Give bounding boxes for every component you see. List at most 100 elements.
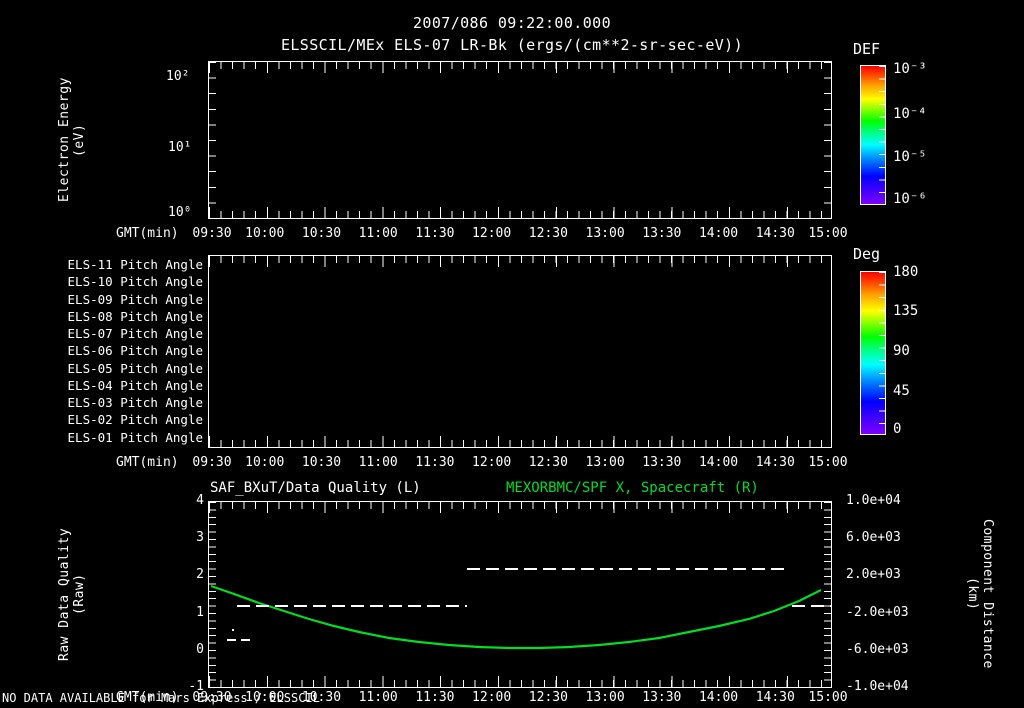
status-message: NO DATA AVAILABLE for Mars Express / ELS… xyxy=(2,691,320,705)
x-tick-label: 14:00 xyxy=(698,455,739,470)
panel3-left-tick: 0 xyxy=(196,641,204,657)
x-tick-label: 10:30 xyxy=(301,226,342,241)
x-tick-label: 11:00 xyxy=(358,455,398,470)
panel1-yticks-right xyxy=(824,62,831,218)
panel3-right-tick: 1.0e+04 xyxy=(846,493,901,508)
x-tick-label: 10:00 xyxy=(245,226,285,241)
x-tick-label: 15:00 xyxy=(808,690,848,705)
x-tick-label: 09:30 xyxy=(192,226,232,241)
x-tick-label: 12:30 xyxy=(528,226,568,241)
x-tick-label: 09:30 xyxy=(192,690,232,705)
panel3-right-tick: 2.0e+03 xyxy=(846,567,901,583)
x-tick-label: 12:30 xyxy=(528,690,568,705)
pitch-angle-row-label: ELS-10 Pitch Angle xyxy=(67,274,203,290)
panel3-data-traces xyxy=(210,568,831,650)
plot-dataset-title: ELSSCIL/MEx ELS-07 LR-Bk (ergs/(cm**2-sr… xyxy=(280,36,744,54)
x-tick-label: 10:30 xyxy=(301,690,342,705)
colorbar-deg-title: Deg xyxy=(853,245,881,263)
pitch-angle-row-label: ELS-03 Pitch Angle xyxy=(67,395,203,411)
x-tick-label: 13:30 xyxy=(642,455,682,470)
plot-timestamp-title: 2007/086 09:22:00.000 xyxy=(412,14,612,32)
panel3-left-tick: 3 xyxy=(196,530,204,546)
colorbar-deg-label-45: 45 xyxy=(893,383,910,399)
panel1-y-axis-title: Electron Energy (eV) xyxy=(57,77,87,203)
panel3-right-tick: -1.0e+04 xyxy=(846,679,909,694)
panel3-right-tick-labels: 1.0e+04 6.0e+03 2.0e+03 -2.0e+03 -6.0e+03 -1.… xyxy=(840,493,950,695)
x-tick-label: 11:00 xyxy=(358,226,398,241)
colorbar-def-title: DEF xyxy=(853,40,881,58)
panel3-left-tick: 1 xyxy=(196,604,204,620)
x-tick-label: 12:00 xyxy=(472,690,512,705)
panel1-ytick-1: 10⁰ xyxy=(168,205,192,220)
pitch-angle-row-label: ELS-01 Pitch Angle xyxy=(67,429,203,445)
x-tick-label: 15:00 xyxy=(808,455,848,470)
panel3-yticks-left xyxy=(209,502,216,687)
colorbar-def[interactable] xyxy=(860,65,886,205)
panel3-left-tick: 4 xyxy=(196,493,204,508)
panel3-xticks-major-top xyxy=(209,502,831,513)
x-tick-label: 13:30 xyxy=(642,226,682,241)
panel2-x-axis-label: GMT(min) xyxy=(116,455,179,470)
panel3-x-tick-labels: 09:30 10:00 10:30 11:00 11:30 12:00 12:30 13:00… xyxy=(192,690,847,706)
panel3-x-axis-label: GMT(min) xyxy=(116,690,179,705)
panel3-left-tick: 2 xyxy=(196,567,204,583)
x-tick-label: 14:30 xyxy=(755,226,795,241)
pitch-angle-row-label: ELS-05 Pitch Angle xyxy=(67,360,203,376)
x-tick-label: 11:00 xyxy=(358,690,398,705)
spacecraft-x-distance-curve xyxy=(210,584,822,650)
panel3-title-right: MEXORBMC/SPF X, Spacecraft (R) xyxy=(506,480,759,496)
x-tick-label: 13:00 xyxy=(585,690,625,705)
colorbar-deg-ticks xyxy=(879,272,885,434)
panel3-right-tick: -2.0e+03 xyxy=(846,604,909,620)
panel-pitch-angle-plot[interactable] xyxy=(208,255,832,448)
colorbar-def-label-4: 10⁻⁶ xyxy=(893,191,927,207)
pitch-angle-row-label: ELS-11 Pitch Angle xyxy=(67,257,203,272)
panel-electron-energy-plot[interactable] xyxy=(208,61,832,219)
pitch-angle-row-label: ELS-04 Pitch Angle xyxy=(67,377,203,393)
x-tick-label: 12:30 xyxy=(528,455,568,470)
panel2-xticks-major-bottom xyxy=(209,436,831,447)
x-tick-label: 14:30 xyxy=(755,455,795,470)
panel1-yticks-left xyxy=(209,62,216,218)
x-tick-label: 09:30 xyxy=(192,455,232,470)
panel2-x-tick-labels: 09:30 10:00 10:30 11:00 11:30 12:00 12:30 13:00… xyxy=(192,455,847,471)
panel3-yticks-right xyxy=(824,502,831,687)
pitch-angle-row-label: ELS-06 Pitch Angle xyxy=(67,343,203,359)
x-tick-label: 12:00 xyxy=(472,226,512,241)
panel3-left-axis-title: Raw Data Quality (Raw) xyxy=(57,527,87,661)
panel3-left-tick-labels: 4 3 2 1 0 -1 xyxy=(170,493,204,695)
x-tick-label: 10:30 xyxy=(301,455,342,470)
x-tick-label: 13:30 xyxy=(642,690,682,705)
panel-data-quality-plot[interactable] xyxy=(208,501,832,688)
colorbar-def-label-3: 10⁻⁵ xyxy=(893,149,927,165)
colorbar-deg[interactable] xyxy=(860,271,886,435)
panel1-ytick-100: 10² xyxy=(166,69,190,84)
colorbar-def-label-1: 10⁻³ xyxy=(893,61,927,77)
pitch-angle-row-label: ELS-08 Pitch Angle xyxy=(67,308,203,324)
x-tick-label: 15:00 xyxy=(808,226,848,241)
panel1-xticks-major-bottom xyxy=(209,207,831,218)
panel3-title-left: SAF_BXuT/Data Quality (L) xyxy=(210,480,421,496)
pitch-angle-row-label: ELS-09 Pitch Angle xyxy=(67,291,203,307)
data-quality-point-marker-a xyxy=(232,629,234,631)
x-tick-label: 13:00 xyxy=(585,455,625,470)
pitch-angle-row-label: ELS-07 Pitch Angle xyxy=(67,326,203,342)
pitch-angle-row-label: ELS-02 Pitch Angle xyxy=(67,412,203,428)
colorbar-deg-label-0: 0 xyxy=(893,421,902,437)
colorbar-deg-label-180: 180 xyxy=(893,264,919,280)
panel1-x-tick-labels: 09:30 10:00 10:30 11:00 11:30 12:00 12:30 13:00… xyxy=(192,226,847,242)
x-tick-label: 14:30 xyxy=(755,690,795,705)
x-tick-label: 10:00 xyxy=(245,690,285,705)
panel3-xticks-major-bottom xyxy=(209,676,831,687)
panel3-right-tick: 6.0e+03 xyxy=(846,530,901,546)
x-tick-label: 14:00 xyxy=(698,690,739,705)
x-tick-label: 14:00 xyxy=(698,226,739,241)
panel1-x-axis-label: GMT(min) xyxy=(116,226,179,241)
x-tick-label: 11:30 xyxy=(415,690,455,705)
panel3-right-axis-title: Component Distance (km) xyxy=(965,519,995,669)
panel2-xticks-major-top xyxy=(209,256,831,267)
colorbar-def-ticks xyxy=(879,66,885,204)
colorbar-deg-label-90: 90 xyxy=(893,343,910,359)
x-tick-label: 13:00 xyxy=(585,226,625,241)
x-tick-label: 12:00 xyxy=(472,455,512,470)
